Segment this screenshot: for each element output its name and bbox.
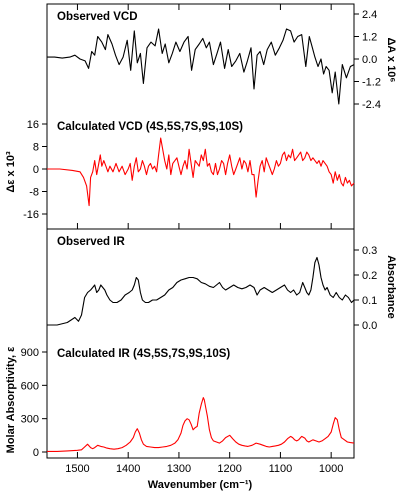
y-tick-label-p1-4: -16 [23, 209, 39, 221]
x-tick-label-5: 1000 [319, 463, 343, 475]
y-tick-label-p1-2: 0 [33, 164, 39, 176]
panels-layer: 2.4 1.2 0.0 -1.2 -2.4 16 8 0 -8 -16 0.3 0.2 0.1 0.0 90… [21, 9, 381, 459]
y-tick-label-p0-0: 2.4 [362, 9, 377, 21]
y-tick-label-p0-3: -1.2 [362, 77, 381, 89]
left-axis-title-calculated-ir: Molar Absorptivity, ε [5, 346, 17, 453]
y-tick-label-p2-0: 0.3 [362, 245, 377, 257]
series-line-p1 [47, 137, 355, 207]
series-line-p0 [47, 28, 355, 105]
x-tick-label-2: 1300 [167, 463, 191, 475]
y-tick-label-p2-2: 0.1 [362, 295, 377, 307]
right-axis-title-observed-ir: Absorbance [385, 255, 397, 319]
x-tick-label-4: 1100 [269, 463, 293, 475]
y-tick-label-p1-1: 8 [33, 142, 39, 154]
y-tick-label-p0-4: -2.4 [362, 99, 381, 111]
x-axis-ticks [76, 4, 332, 458]
panel-title-calculated-ir: Calculated IR (4S,5S,7S,9S,10S) [57, 348, 230, 360]
x-tick-label-0: 1500 [65, 463, 89, 475]
panel-title-observed-ir: Observed IR [57, 236, 125, 248]
x-axis-tick-labels: 1500 1400 1300 1200 1100 1000 [65, 463, 343, 475]
x-tick-label-1: 1400 [116, 463, 140, 475]
y-tick-label-p1-3: -8 [29, 187, 39, 199]
top-frame [46, 3, 355, 230]
y-tick-label-p2-3: 0.0 [362, 320, 377, 332]
y-tick-label-p3-3: 0 [33, 447, 39, 459]
bottom-frame [46, 228, 355, 459]
y-tick-label-p3-2: 300 [21, 414, 39, 426]
panel-title-observed-vcd: Observed VCD [57, 11, 138, 23]
right-axis-title-observed-vcd: ΔA x 10⁶ [385, 38, 397, 83]
y-tick-label-p3-1: 600 [21, 380, 39, 392]
x-tick-label-3: 1200 [217, 463, 241, 475]
y-tick-label-p3-0: 900 [21, 347, 39, 359]
y-tick-label-p0-1: 1.2 [362, 32, 377, 44]
series-line-p2 [47, 256, 355, 326]
y-tick-label-p2-1: 0.2 [362, 270, 377, 282]
y-tick-label-p1-0: 16 [27, 119, 39, 131]
y-tick-label-p0-2: 0.0 [362, 54, 377, 66]
series-line-p3 [47, 397, 355, 452]
panel-title-calculated-vcd: Calculated VCD (4S,5S,7S,9S,10S) [57, 121, 243, 133]
left-axis-title-calculated-vcd: Δε x 10³ [5, 151, 17, 193]
x-axis-title: Wavenumber (cm⁻¹) [148, 479, 253, 491]
